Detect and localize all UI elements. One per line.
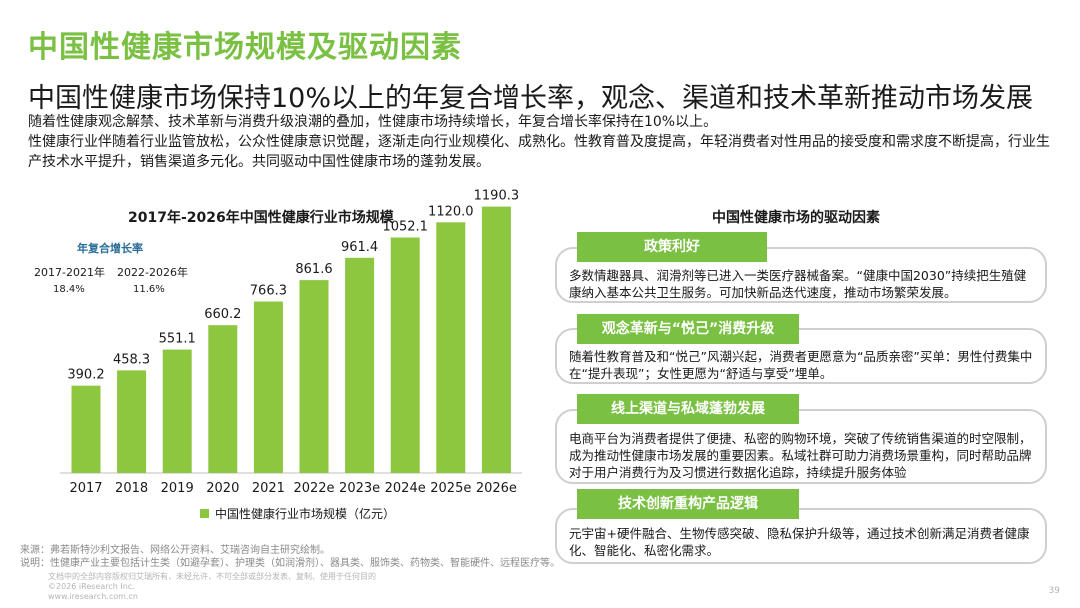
footer-copyright: ©2026 iResearch Inc.	[48, 582, 135, 591]
bar-value-label: 766.3	[250, 284, 287, 299]
cagr-period2-value: 11.6%	[133, 284, 165, 295]
x-tick-label: 2025e	[430, 481, 471, 496]
x-tick-label: 2022e	[293, 481, 334, 496]
bar-2024e	[390, 237, 420, 473]
source-note: 来源：弗若斯特沙利文报告、网络公开资料、艾瑞咨询自主研究绘制。 说明：性健康产业…	[20, 544, 560, 570]
footer-website: www.iresearch.com.cn	[48, 592, 138, 601]
bar-value-label: 1120.0	[428, 204, 474, 219]
footer-disclaimer: 文档中的全部内容版权归艾瑞所有，未经允许，不可全部或部分发表、复制、使用于任何目…	[48, 572, 376, 581]
bar-2026e	[481, 206, 511, 473]
driver-card-technology: 元宇宙+硬件融合、生物传感突破、隐私保护升级等，通过技术创新满足消费者健康化、智…	[555, 508, 1047, 564]
bar-value-label: 390.2	[67, 368, 104, 383]
cagr-heading: 年复合增长率	[77, 242, 143, 255]
x-tick-label: 2018	[115, 481, 148, 496]
driver-tag-policy: 政策利好	[577, 232, 767, 262]
bar-chart: 390.2 2017 458.3 2018 551.1 2019 660.2 2020 766.…	[60, 189, 522, 496]
driver-card-text: 随着性教育普及和“悦己”风潮兴起，消费者更愿意为“品质亲密”买单：男性付费集中在…	[569, 349, 1033, 381]
driver-card-policy: 多数情趣器具、润滑剂等已进入一类医疗器械备案。“健康中国2030”持续把生殖健康…	[555, 247, 1047, 303]
x-tick-label: 2026e	[476, 481, 517, 496]
x-tick-label: 2019	[161, 481, 194, 496]
x-tick-label: 2020	[206, 481, 239, 496]
intro-text: 随着性健康观念解禁、技术革新与消费升级浪潮的叠加，性健康市场持续增长，年复合增长…	[28, 112, 1058, 172]
x-tick-label: 2021	[252, 481, 285, 496]
bar-value-label: 551.1	[159, 332, 196, 347]
bar-2023e	[345, 257, 375, 473]
bar-2020	[208, 325, 238, 473]
driver-card-text: 多数情趣器具、润滑剂等已进入一类医疗器械备案。“健康中国2030”持续把生殖健康…	[569, 268, 1027, 300]
bar-value-label: 961.4	[341, 240, 378, 255]
bar-2025e	[436, 222, 466, 473]
intro-paragraph-1: 随着性健康观念解禁、技术革新与消费升级浪潮的叠加，性健康市场持续增长，年复合增长…	[28, 114, 718, 130]
x-tick-label: 2023e	[339, 481, 380, 496]
driver-tag-channels: 线上渠道与私域蓬勃发展	[577, 394, 799, 424]
bar-value-label: 458.3	[113, 352, 150, 367]
driver-tag-technology: 技术创新重构产品逻辑	[577, 489, 799, 519]
copyright-footer: 文档中的全部内容版权归艾瑞所有，未经允许，不可全部或部分发表、复制、使用于任何目…	[48, 572, 376, 602]
page-title: 中国性健康市场规模及驱动因素	[28, 30, 462, 65]
drivers-title: 中国性健康市场的驱动因素	[712, 210, 880, 226]
cagr-period1-value: 18.4%	[53, 284, 85, 295]
cagr-period1-label: 2017-2021年	[34, 266, 105, 279]
driver-card-text: 电商平台为消费者提供了便捷、私密的购物环境，突破了传统销售渠道的时空限制，成为推…	[569, 431, 1032, 480]
source-line: 来源：弗若斯特沙利文报告、网络公开资料、艾瑞咨询自主研究绘制。	[20, 545, 330, 556]
bar-value-label: 660.2	[204, 307, 241, 322]
page-subtitle: 中国性健康市场保持10%以上的年复合增长率，观念、渠道和技术革新推动市场发展	[28, 83, 1034, 114]
page-number: 39	[1048, 586, 1060, 596]
legend-swatch	[200, 509, 209, 518]
intro-paragraph-2: 性健康行业伴随着行业监管放松，公众性健康意识觉醒，逐渐走向行业规模化、成熟化。性…	[28, 134, 1050, 170]
note-line: 说明：性健康产业主要包括计生类（如避孕套）、护理类（如润滑剂）、器具类、服饰类、…	[20, 558, 560, 569]
driver-tag-consumption: 观念革新与“悦己”消费升级	[577, 314, 799, 344]
bar-2021	[253, 301, 283, 473]
x-tick-label: 2017	[69, 481, 102, 496]
bar-value-label: 1190.3	[474, 189, 520, 204]
bar-value-label: 1052.1	[382, 220, 428, 235]
bar-2022e	[299, 280, 329, 473]
bar-2017	[71, 385, 101, 473]
bar-value-label: 861.6	[295, 262, 332, 277]
x-tick-label: 2024e	[385, 481, 426, 496]
chart-legend: 中国性健康行业市场规模（亿元）	[200, 505, 395, 522]
legend-label: 中国性健康行业市场规模（亿元）	[215, 507, 396, 521]
bar-2018	[117, 370, 147, 473]
bar-2019	[162, 349, 192, 473]
cagr-period2-label: 2022-2026年	[117, 266, 188, 279]
driver-card-text: 元宇宙+硬件融合、生物传感突破、隐私保护升级等，通过技术创新满足消费者健康化、智…	[569, 526, 1030, 558]
chart-title: 2017年-2026年中国性健康行业市场规模	[128, 210, 394, 226]
